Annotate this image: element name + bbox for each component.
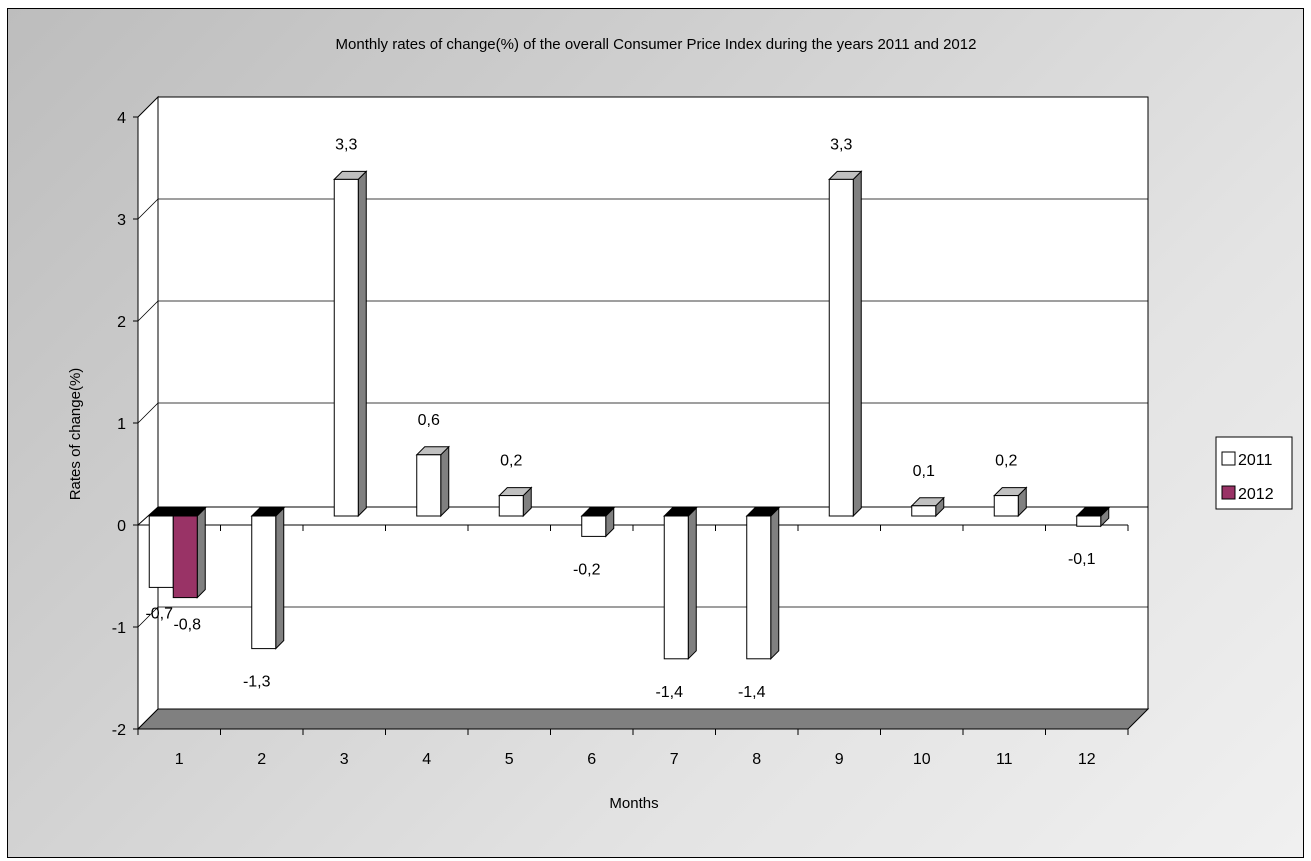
data-label: -1,3 [243, 674, 271, 691]
bar-2011 [910, 496, 945, 518]
y-tick-label: -1 [112, 620, 126, 637]
bars [148, 170, 1110, 661]
x-tick-label: 1 [175, 751, 184, 768]
bar-2011 [415, 445, 450, 518]
bar-side [357, 170, 367, 518]
axis-floor [136, 708, 1150, 730]
data-label: -1,4 [655, 684, 683, 701]
y-axis-title: Rates of change(%) [67, 368, 84, 501]
data-label: 3,3 [335, 136, 357, 153]
x-axis-title: Months [609, 795, 658, 812]
data-label: 0,2 [500, 453, 522, 470]
bar-2011 [1075, 506, 1110, 528]
bar-front [498, 495, 524, 517]
bar-front [746, 515, 772, 660]
data-label: 0,6 [418, 412, 440, 429]
x-tick-label: 6 [587, 751, 596, 768]
y-tick-label: 1 [117, 416, 126, 433]
bar-front [416, 454, 442, 517]
chart-area: Monthly rates of change(%) of the overal… [7, 8, 1304, 858]
x-tick-label: 5 [505, 751, 514, 768]
gridline [137, 402, 1148, 424]
data-label: 0,2 [995, 453, 1017, 470]
bar-2011 [663, 506, 698, 661]
bar-side [852, 170, 862, 518]
y-tick-label: 2 [117, 314, 126, 331]
y-axis-ticks: -2 -1 0 1 2 3 4 [112, 110, 139, 739]
bar-2011 [498, 486, 533, 518]
gridline [137, 606, 1148, 628]
bar-front [333, 178, 359, 517]
legend-label: 2012 [1238, 486, 1274, 503]
y-tick-label: 4 [117, 110, 126, 127]
gridline [137, 300, 1148, 322]
bar-front [663, 515, 689, 660]
x-tick-label: 3 [340, 751, 349, 768]
bar-side [687, 506, 697, 661]
data-label: 3,3 [830, 136, 852, 153]
bar-side [770, 506, 780, 661]
data-label: -0,8 [173, 617, 201, 634]
bar-2011 [580, 506, 615, 538]
legend-swatch [1221, 451, 1236, 466]
bar-2012 [172, 506, 207, 599]
legend-swatch [1221, 485, 1236, 500]
bar-2011 [745, 506, 780, 661]
gridline [137, 198, 1148, 220]
bar-front [172, 515, 198, 599]
legend-label: 2011 [1238, 452, 1273, 469]
x-tick-label: 2 [257, 751, 266, 768]
x-tick-label: 11 [996, 751, 1013, 768]
x-tick-label: 7 [670, 751, 679, 768]
x-tick-label: 9 [835, 751, 844, 768]
x-tick-label: 4 [422, 751, 431, 768]
bar-front [911, 505, 937, 517]
data-label: -1,4 [738, 684, 766, 701]
x-tick-label: 10 [913, 751, 931, 768]
bar-front [148, 515, 174, 588]
bar-side [440, 445, 450, 518]
bar-2011 [333, 170, 368, 518]
bar-2011 [250, 506, 285, 650]
x-tick-label: 12 [1078, 751, 1096, 768]
chart-title: Monthly rates of change(%) of the overal… [336, 36, 977, 53]
data-label: -0,7 [145, 605, 173, 622]
bar-2011 [828, 170, 863, 518]
bar-front [828, 178, 854, 517]
data-label: 0,1 [913, 463, 935, 480]
data-label: -0,2 [573, 561, 601, 578]
bar-side [275, 506, 285, 650]
bar-side [196, 506, 206, 599]
y-tick-label: -2 [112, 722, 126, 739]
floor [136, 708, 1150, 730]
bar-front [251, 515, 277, 650]
bar-front [993, 495, 1019, 517]
y-tick-label: 3 [117, 212, 126, 229]
x-tick-label: 8 [752, 751, 761, 768]
data-label: -0,1 [1068, 551, 1096, 568]
x-axis-ticks: 1 2 3 4 5 6 7 8 9 10 11 12 [137, 728, 1129, 768]
bar-2011 [993, 486, 1028, 518]
legend: 2011 2012 [1215, 436, 1293, 510]
bar-front [581, 515, 607, 537]
chart-canvas: Monthly rates of change(%) of the overal… [67, 36, 1293, 812]
bar-front [1076, 515, 1102, 527]
y-tick-label: 0 [117, 518, 126, 535]
data-labels: -0,7-0,8 -1,3 3,3 0,6 0,2 -0,2 -1,4 -1,4 3,3 0,1 0… [145, 136, 1095, 700]
plot-walls [137, 95, 1149, 731]
